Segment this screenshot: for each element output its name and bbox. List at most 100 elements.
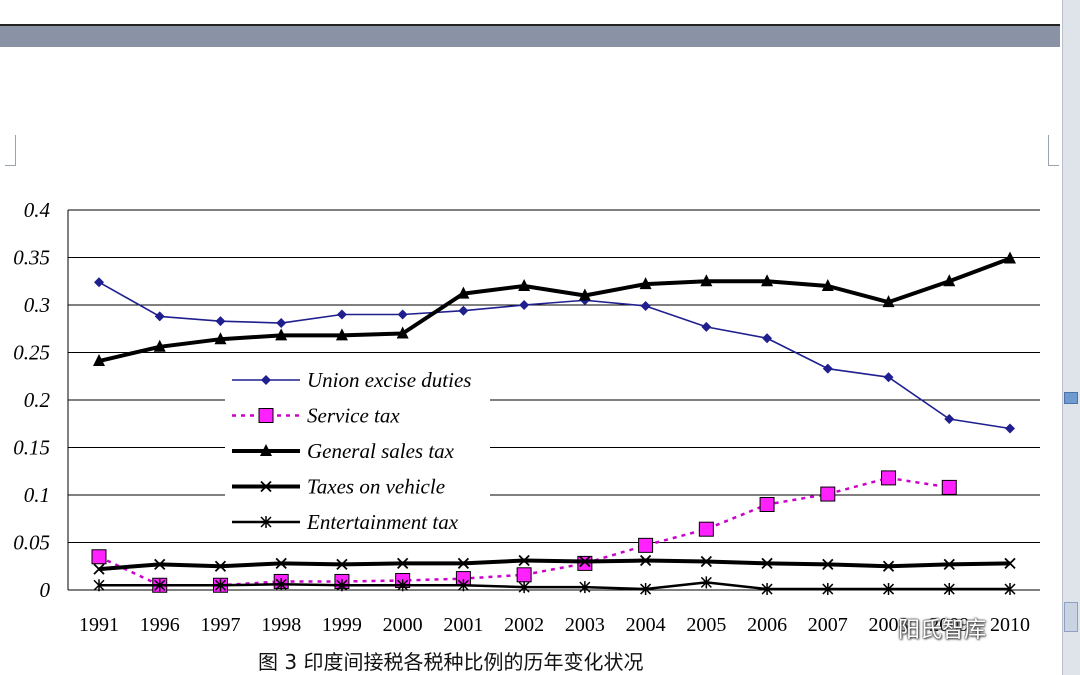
series-point-2 [396,326,409,339]
series-point-3 [397,557,409,570]
x-tick-label: 2000 [383,614,423,636]
legend-marker [260,516,272,528]
series-point-2 [882,295,895,308]
series-point-2 [335,328,348,341]
x-tick-label: 2005 [686,614,726,636]
series-point-3 [639,554,652,567]
series-point-3 [822,558,834,570]
series-point-4 [154,579,166,592]
series-point-2 [518,279,531,291]
series-point-3 [882,560,895,572]
line-chart: 0 0.05 0.1 0.15 0.2 0.25 0.3 0.35 0.4 1991 1996 199… [13,198,1040,636]
series-point-0 [276,318,287,329]
y-tick-label: 0 [40,578,51,602]
series-point-0 [1005,423,1015,434]
series-point-1 [820,486,836,502]
series-point-0 [154,311,165,322]
y-tick-label: 0.05 [13,531,50,555]
series-point-4 [1004,583,1016,596]
scrollbar-track[interactable] [1062,0,1080,675]
series-point-0 [762,333,773,344]
series-point-2 [457,286,470,299]
series-point-4 [700,576,712,589]
series-point-2 [821,279,834,291]
series-point-1 [516,567,532,583]
legend-marker [261,375,271,385]
series-line-4 [99,581,1010,591]
series-point-4 [214,579,226,592]
scrollbar-thumb[interactable] [1064,602,1078,632]
series-point-4 [336,579,348,592]
series-point-4 [943,583,955,596]
series-point-0 [701,321,712,332]
series-point-2 [1004,251,1016,264]
series-line-0 [98,281,1011,430]
series-point-2 [93,354,105,367]
legend-label: Service tax [307,404,400,428]
figure-caption: 图 3 印度间接税各税种比例的历年变化状况 [258,650,644,674]
series-point-1 [881,470,897,486]
legend-label: Entertainment tax [306,510,459,534]
series-point-1 [941,479,957,495]
x-tick-label: 2010 [990,614,1030,636]
series-line-2 [98,256,1011,363]
series-point-2 [639,277,652,290]
x-tick-label: 2006 [747,614,787,636]
x-tick-label: 1997 [200,614,240,636]
series-point-3 [93,563,105,575]
x-tick-label: 2007 [808,614,848,636]
series-point-2 [761,274,774,287]
x-tick-label: 2004 [626,614,666,636]
series-point-2 [943,274,956,287]
y-tick-label: 0.3 [24,293,50,317]
x-tick-label: 1999 [322,614,362,636]
scrollbar-grip[interactable] [1064,392,1078,404]
x-tick-label: 2001 [443,614,483,636]
watermark-text: 阳氏智库 [898,618,987,643]
window-top-bar [0,0,1060,26]
x-tick-label: 2009 [929,614,969,636]
page-margin-mark-left [5,135,16,166]
series-point-3 [943,558,955,570]
series-point-4 [579,581,591,594]
y-tick-label: 0.15 [13,436,50,460]
x-tick-label: 2008 [869,614,909,636]
series-point-3 [518,554,530,567]
x-tick-label: 2003 [565,614,605,636]
series-point-1 [91,549,107,565]
series-point-0 [519,300,530,310]
series-point-3 [275,557,287,570]
series-point-0 [640,300,651,311]
series-point-2 [578,288,591,301]
legend-label: Taxes on vehicle [307,475,445,499]
series-point-0 [215,316,226,327]
legend-label: General sales tax [307,439,455,463]
x-tick-label: 2002 [504,614,544,636]
series-point-3 [700,555,712,568]
series-point-3 [1004,557,1016,570]
series-point-2 [214,332,227,345]
series-point-3 [214,560,227,572]
series-point-3 [761,557,773,570]
series-point-0 [944,414,955,424]
series-point-4 [397,579,409,592]
header-band [0,26,1060,47]
y-tick-label: 0.35 [13,246,50,270]
series-point-1 [638,537,654,553]
series-point-0 [336,309,347,320]
series-line-3 [98,558,1011,572]
series-point-0 [458,305,469,316]
legend-label: Union excise duties [307,368,471,392]
series-point-4 [457,579,469,592]
y-tick-label: 0.2 [24,388,51,412]
legend-marker [260,444,272,456]
series-point-0 [94,277,104,288]
y-tick-label: 0.1 [24,483,50,507]
series-point-4 [640,583,652,596]
y-tick-label: 0.25 [13,341,50,365]
x-tick-label: 1998 [261,614,301,636]
series-point-3 [457,557,470,570]
series-point-2 [700,274,713,287]
series-point-0 [822,363,833,374]
series-point-1 [698,521,714,537]
